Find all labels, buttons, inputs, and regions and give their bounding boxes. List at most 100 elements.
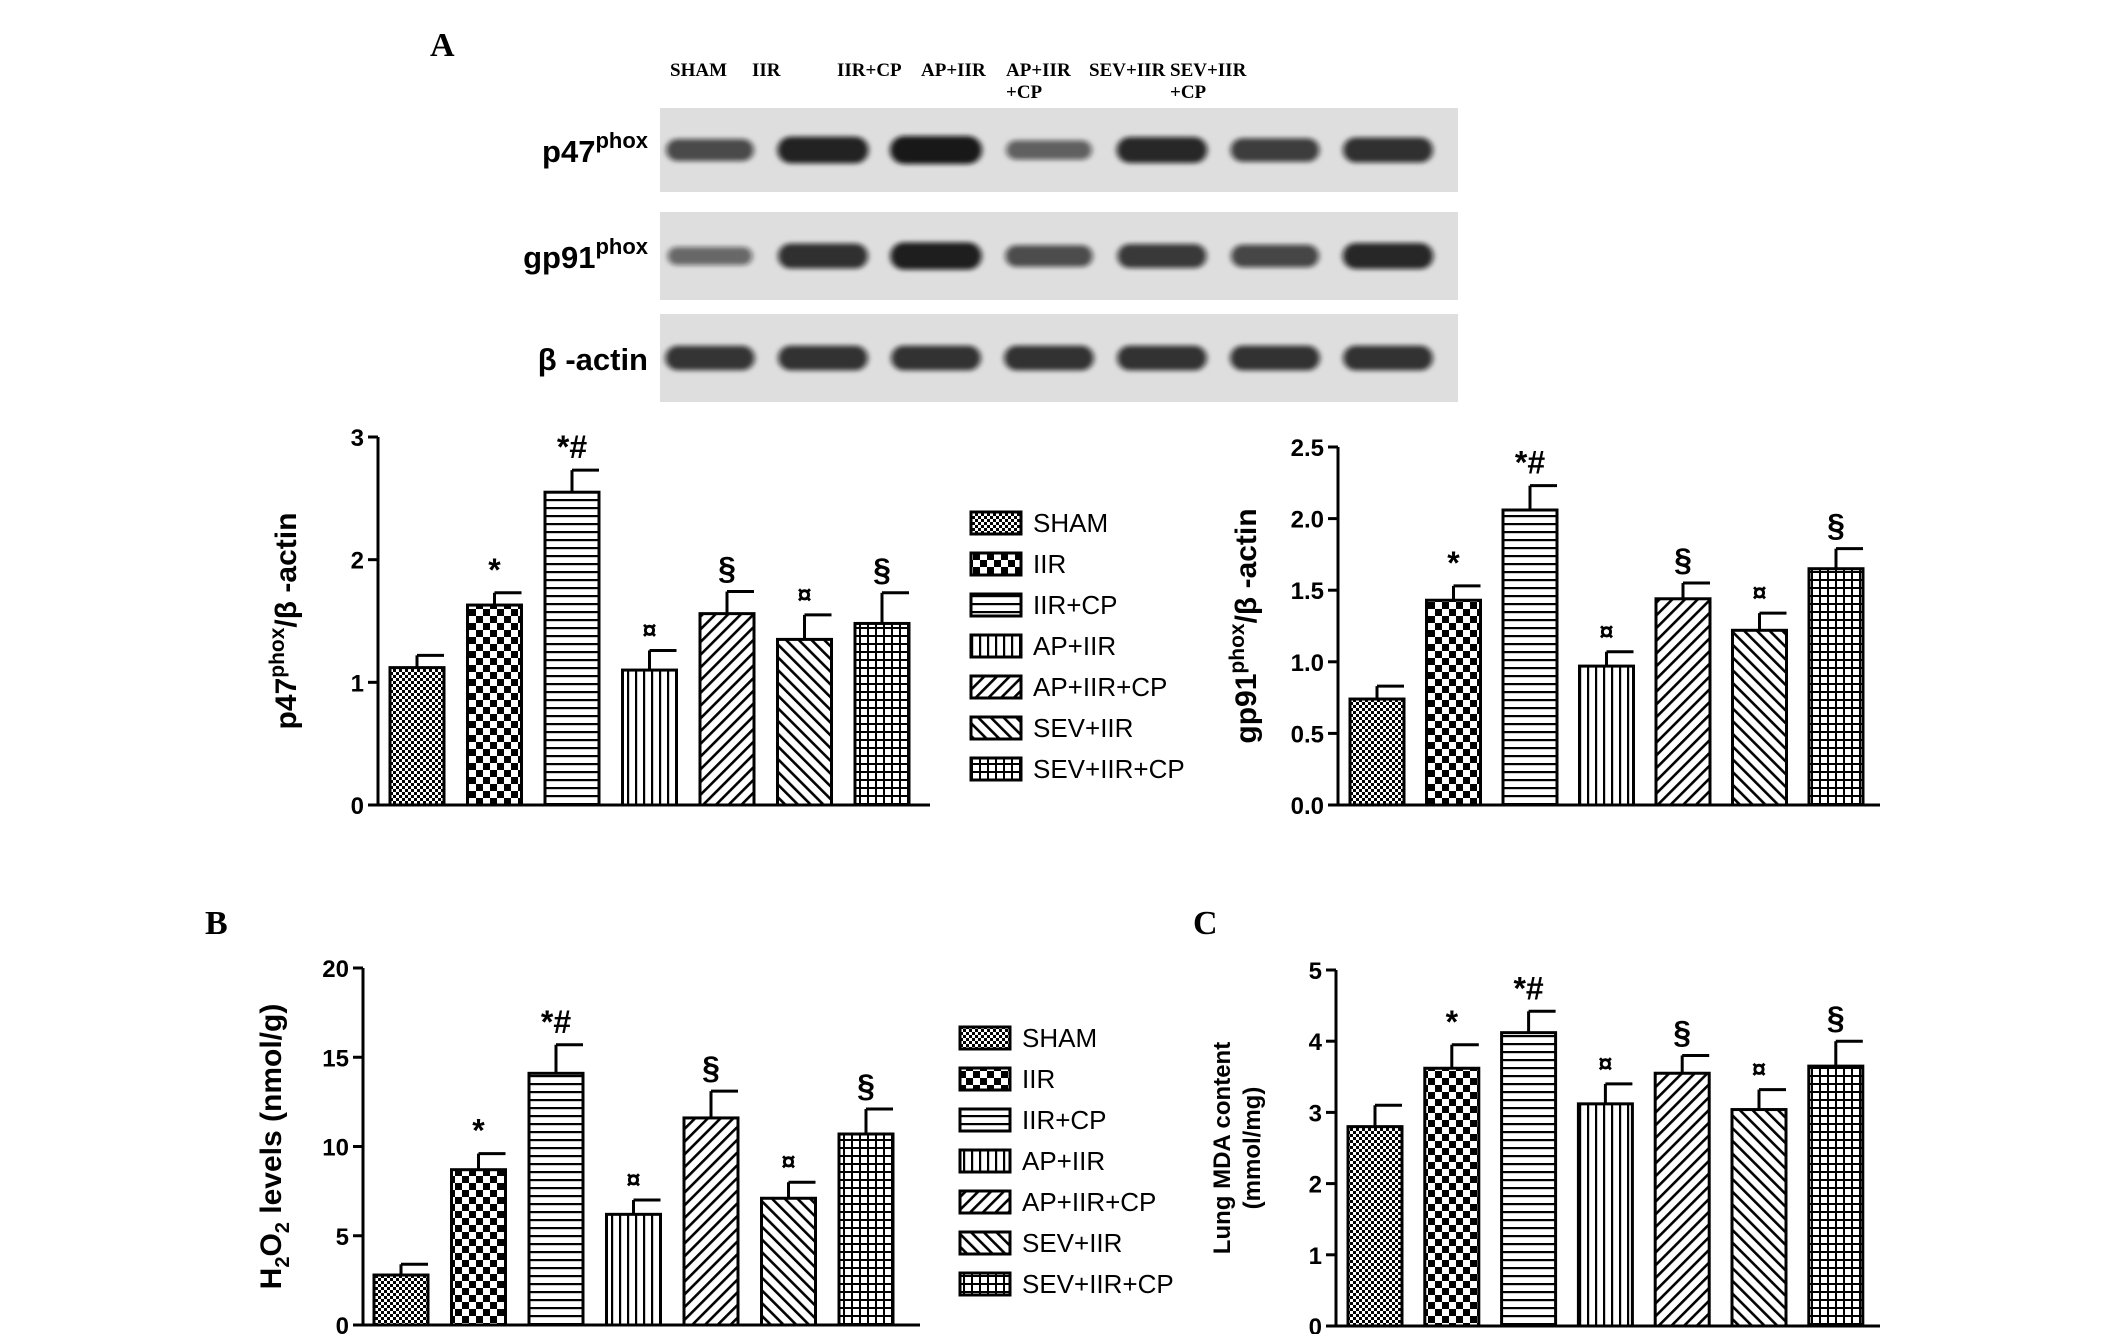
bar-sham: [1346, 1125, 1404, 1328]
significance-marker: §: [1827, 508, 1845, 544]
legend-swatch-iir-cp: [969, 592, 1023, 618]
significance-marker: ¤: [1752, 577, 1766, 607]
blot-lane-label-iir: IIR: [752, 60, 781, 81]
blot-band: [1117, 345, 1207, 371]
significance-marker: ¤: [1598, 1048, 1612, 1078]
y-axis-label: H2O2 levels (nmol/g): [255, 1004, 294, 1290]
legend-label-ap-iir: AP+IIR: [1033, 631, 1116, 661]
bar-sham: [1348, 697, 1406, 807]
significance-marker: §: [857, 1068, 875, 1104]
bar-iir-cp: [527, 1071, 585, 1327]
significance-marker: ¤: [797, 579, 811, 609]
blot-band: [665, 345, 755, 371]
blot-row-gp91: gp91phox: [523, 212, 1458, 300]
legend-swatch-ap-iir-cp: [969, 674, 1023, 700]
bar-sev-iir: [776, 637, 833, 807]
panel-label-a: A: [430, 27, 455, 64]
legend-panel-b: SHAM IIR IIR+CP AP+IIR AP+IIR+CP SEV+IIR SEV+I…: [958, 1023, 1174, 1299]
chart-h2o2-levels: 0 5 10 15 20 * *# ¤ § ¤ § H2O2 levels (nmol/g): [255, 956, 920, 1334]
y-axis-label-unit: (mmol/mg): [1239, 1087, 1266, 1210]
y-tick-label: 5: [1309, 958, 1322, 985]
legend-panel-a: SHAM IIR IIR+CP AP+IIR AP+IIR+CP SEV+IIR SEV+I…: [969, 508, 1185, 784]
blot-band: [1231, 244, 1319, 268]
bar-sev-iir-cp: [1807, 1064, 1865, 1328]
blot-lane-label-ap-iir-cp: AP+IIR +CP: [1006, 60, 1071, 103]
chart-gp91-phox: 0.0 0.5 1.0 1.5 2.0 2.5 * *# ¤ § ¤ § gp91phox/β -act…: [1226, 435, 1880, 820]
bar-iir: [1423, 1066, 1481, 1328]
bar-sev-iir: [1730, 1108, 1788, 1328]
legend-label-iir: IIR: [1022, 1064, 1055, 1094]
blot-band: [666, 139, 754, 161]
significance-marker: ¤: [781, 1146, 795, 1176]
bar-sham: [388, 666, 446, 807]
blot-band: [1006, 140, 1092, 160]
legend-label-iir: IIR: [1033, 549, 1066, 579]
legend-label-iir-cp: IIR+CP: [1033, 590, 1118, 620]
blot-lane-label-iir-cp: IIR+CP: [837, 60, 902, 81]
legend-label-ap-iir-cp: AP+IIR+CP: [1033, 672, 1167, 702]
blot-lane-label-sham: SHAM: [670, 60, 727, 81]
y-tick-label: 2.0: [1291, 507, 1324, 534]
significance-marker: *: [1446, 1004, 1459, 1040]
y-tick-label: 1: [351, 670, 364, 697]
blot-band: [1230, 138, 1320, 162]
legend-label-sham: SHAM: [1022, 1023, 1097, 1053]
blot-band: [778, 243, 868, 269]
blot-band: [890, 242, 982, 270]
legend-label-sev-iir: SEV+IIR: [1022, 1228, 1122, 1258]
blot-band: [890, 136, 982, 164]
legend-label-iir-cp: IIR+CP: [1022, 1105, 1107, 1135]
significance-marker: §: [1673, 1014, 1691, 1050]
blot-row-label: gp91phox: [523, 234, 649, 275]
legend-swatch-iir: [969, 551, 1023, 577]
legend-label-sev-iir-cp: SEV+IIR+CP: [1033, 754, 1185, 784]
blot-band: [891, 345, 981, 371]
bar-sev-iir: [1731, 628, 1788, 807]
bar-sev-iir-cp: [853, 621, 911, 807]
bar-iir: [1425, 598, 1482, 807]
legend-label-ap-iir: AP+IIR: [1022, 1146, 1105, 1176]
significance-marker: ¤: [626, 1164, 640, 1194]
legend-swatch-sev-iir: [958, 1230, 1012, 1256]
bar-sev-iir-cp: [1807, 567, 1865, 807]
blot-band: [1116, 136, 1208, 164]
bar-sham: [372, 1273, 430, 1327]
blot-band: [667, 246, 753, 266]
blot-lane-label-sev-iir: SEV+IIR: [1089, 60, 1166, 81]
blot-band: [1005, 245, 1093, 267]
significance-marker: §: [718, 551, 736, 587]
bar-ap-iir: [621, 668, 678, 807]
blot-row-label: p47phox: [542, 128, 649, 169]
panel-label-c: C: [1193, 905, 1218, 942]
significance-marker: ¤: [1599, 616, 1613, 646]
legend-swatch-iir: [958, 1066, 1012, 1092]
blot-band: [1342, 242, 1434, 270]
significance-marker: §: [1827, 1000, 1845, 1036]
significance-marker: *: [1447, 545, 1460, 581]
y-tick-label: 0.5: [1291, 721, 1324, 748]
y-tick-label: 0.0: [1291, 793, 1324, 820]
bar-sev-iir: [760, 1196, 817, 1327]
bar-ap-iir-cp: [1653, 1071, 1711, 1328]
blot-band: [1004, 345, 1094, 371]
bar-iir: [466, 603, 523, 807]
significance-marker: *#: [557, 429, 587, 465]
blot-band: [1343, 137, 1433, 163]
chart-p47-phox: 0 1 2 3 * *# ¤ § ¤ § p47phox/β -actin: [266, 425, 930, 820]
blot-band: [1230, 345, 1320, 371]
bar-ap-iir: [605, 1212, 662, 1327]
y-tick-label: 10: [322, 1135, 349, 1162]
y-tick-label: 2.5: [1291, 435, 1324, 462]
blot-band: [777, 136, 869, 164]
y-tick-label: 15: [322, 1045, 349, 1072]
y-tick-label: 1.5: [1291, 578, 1324, 605]
y-tick-label: 0: [336, 1313, 349, 1334]
y-tick-label: 2: [1309, 1172, 1322, 1199]
blot-lane-label-ap-iir: AP+IIR: [921, 60, 986, 81]
y-tick-label: 3: [351, 425, 364, 452]
bar-iir-cp: [1500, 1031, 1558, 1328]
legend-swatch-sham: [958, 1025, 1012, 1051]
significance-marker: §: [702, 1050, 720, 1086]
blot-row-actin: β -actin: [538, 314, 1458, 402]
